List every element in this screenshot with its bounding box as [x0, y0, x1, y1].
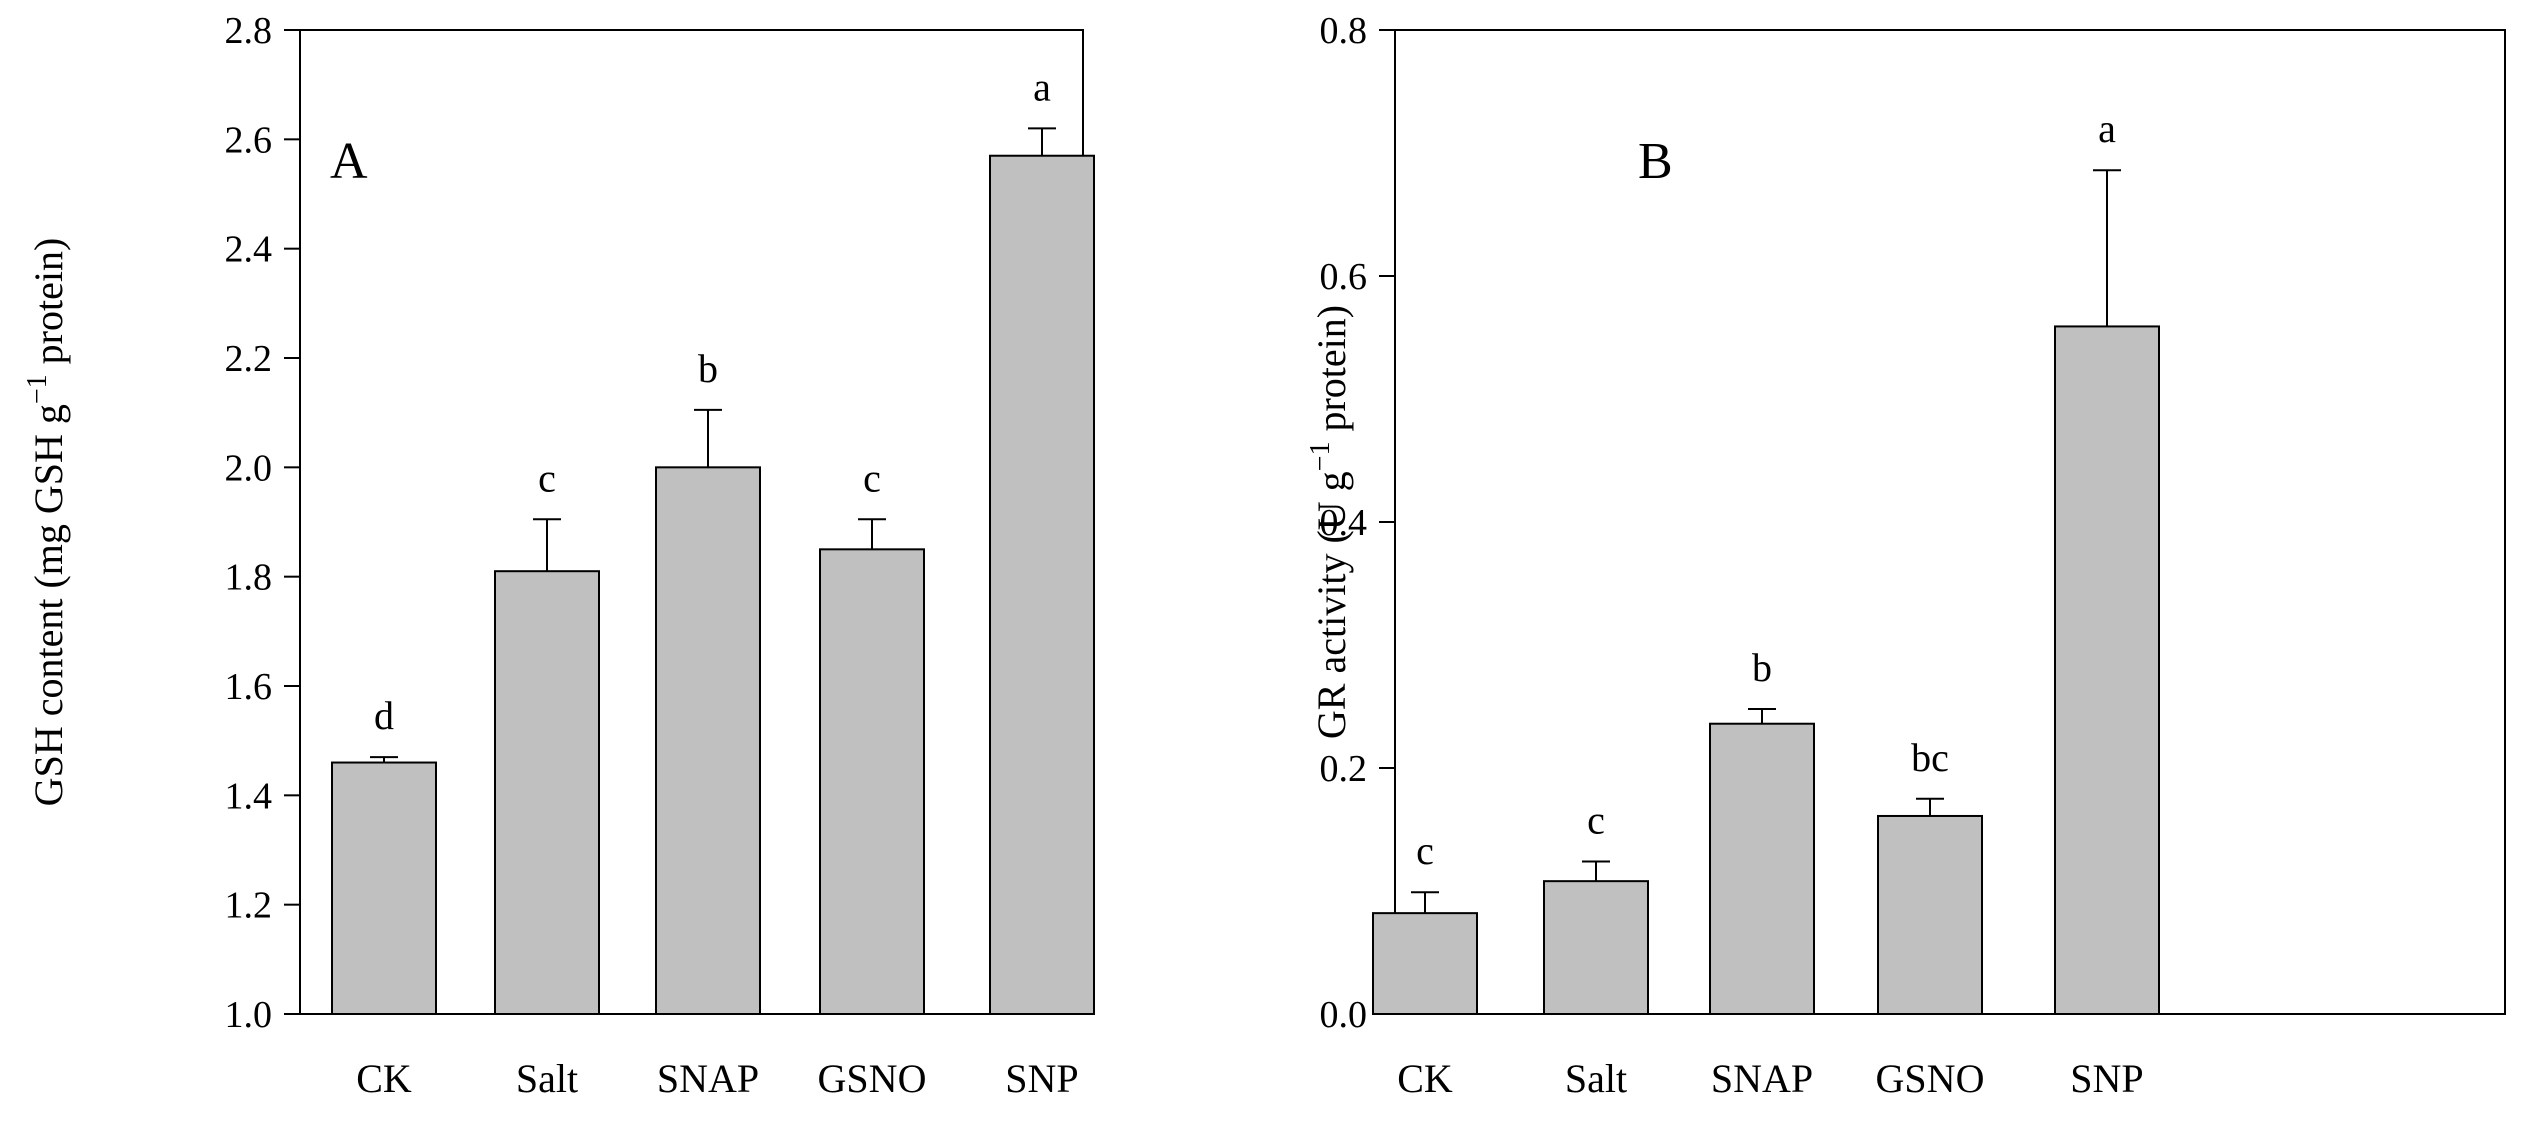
panel-a-panel-label: A	[330, 133, 368, 190]
panel-b-x-tick-label: CK	[1397, 1056, 1453, 1101]
panel-a-x-tick-label: Salt	[516, 1056, 578, 1101]
panel-a-y-tick-label: 2.0	[225, 447, 273, 489]
panel-a-x-tick-label: CK	[356, 1056, 412, 1101]
panel-b-y-tick-label: 0.6	[1320, 256, 1368, 298]
panel-b-bar-ck	[1372, 912, 1478, 1016]
panel-a-y-tick-label: 2.6	[225, 119, 273, 161]
panel-a-significance-letter: a	[1033, 64, 1051, 109]
panel-a-bar-salt	[494, 570, 600, 1015]
panel-a-bar-gsno	[819, 548, 925, 1015]
panel-b-significance-letter: c	[1587, 797, 1605, 842]
panel-b-y-axis-label: GR activity (U g−1 protein)	[1305, 305, 1354, 739]
panel-b-bar-snap	[1709, 722, 1815, 1015]
panel-b-significance-letter: b	[1752, 645, 1772, 690]
panel-a-significance-letter: b	[698, 346, 718, 391]
panel-a-bar-snp	[989, 154, 1095, 1015]
panel-b-significance-letter: a	[2098, 106, 2116, 151]
panel-a-y-tick-label: 1.6	[225, 666, 273, 708]
panel-b-y-tick-label: 0.0	[1320, 994, 1368, 1036]
panel-b-x-tick-label: Salt	[1565, 1056, 1627, 1101]
panel-b-y-tick-label: 0.2	[1320, 748, 1368, 790]
panel-a-bar-snap	[655, 466, 761, 1016]
panel-a-x-tick-label: SNP	[1005, 1056, 1078, 1101]
panel-a-y-tick-label: 1.2	[225, 885, 273, 927]
panel-a-significance-letter: c	[863, 455, 881, 500]
panel-b-x-tick-label: SNP	[2070, 1056, 2143, 1101]
panel-b-y-tick-label: 0.8	[1320, 10, 1368, 52]
panel-a-significance-letter: d	[374, 693, 394, 738]
panel-b-significance-letter: c	[1416, 828, 1434, 873]
panel-a-x-tick-label: SNAP	[657, 1056, 759, 1101]
panel-b-bar-salt	[1543, 880, 1649, 1015]
panel-b-bar-gsno	[1877, 814, 1983, 1015]
panel-b-y-tick-label: 0.4	[1320, 502, 1368, 544]
panel-b-x-tick-label: GSNO	[1876, 1056, 1985, 1101]
panel-a-bar-ck	[331, 761, 437, 1015]
panel-b-significance-letter: bc	[1911, 735, 1949, 780]
panel-b-x-tick-label: SNAP	[1711, 1056, 1813, 1101]
panel-b-panel-label: B	[1638, 133, 1673, 190]
panel-b: 0.0 0.2 0.4 0.6 0.8 c CK c Salt b SNAP bc GSNO a SNP B G…	[1305, 10, 2506, 1101]
panel-a-y-tick-label: 1.8	[225, 557, 273, 599]
panel-a-x-tick-label: GSNO	[818, 1056, 927, 1101]
panel-a-y-tick-label: 2.2	[225, 338, 273, 380]
panel-a-y-tick-label: 1.4	[225, 775, 273, 817]
panel-a: 1.0 1.2 1.4 1.6 1.8 2.0 2.2 2.4 2.6 2.8 d CK c Salt b S…	[22, 10, 1095, 1101]
panel-a-y-axis-label: GSH content (mg GSH g−1 protein)	[22, 238, 71, 807]
panel-a-y-tick-label: 2.4	[225, 229, 273, 271]
panel-a-y-tick-label: 2.8	[225, 10, 273, 52]
panel-b-bar-snp	[2054, 325, 2160, 1015]
panel-a-y-tick-label: 1.0	[225, 994, 273, 1036]
panel-a-significance-letter: c	[538, 455, 556, 500]
